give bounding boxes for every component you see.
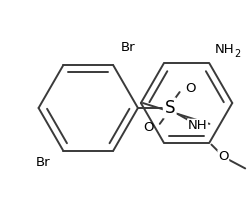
Text: O: O (218, 150, 228, 163)
Text: 2: 2 (234, 49, 240, 58)
Text: NH: NH (214, 43, 234, 56)
Text: S: S (164, 99, 175, 117)
Text: Br: Br (36, 156, 50, 169)
Text: O: O (186, 82, 196, 95)
Text: O: O (143, 121, 154, 134)
Text: NH: NH (188, 119, 207, 132)
Text: Br: Br (121, 41, 136, 54)
